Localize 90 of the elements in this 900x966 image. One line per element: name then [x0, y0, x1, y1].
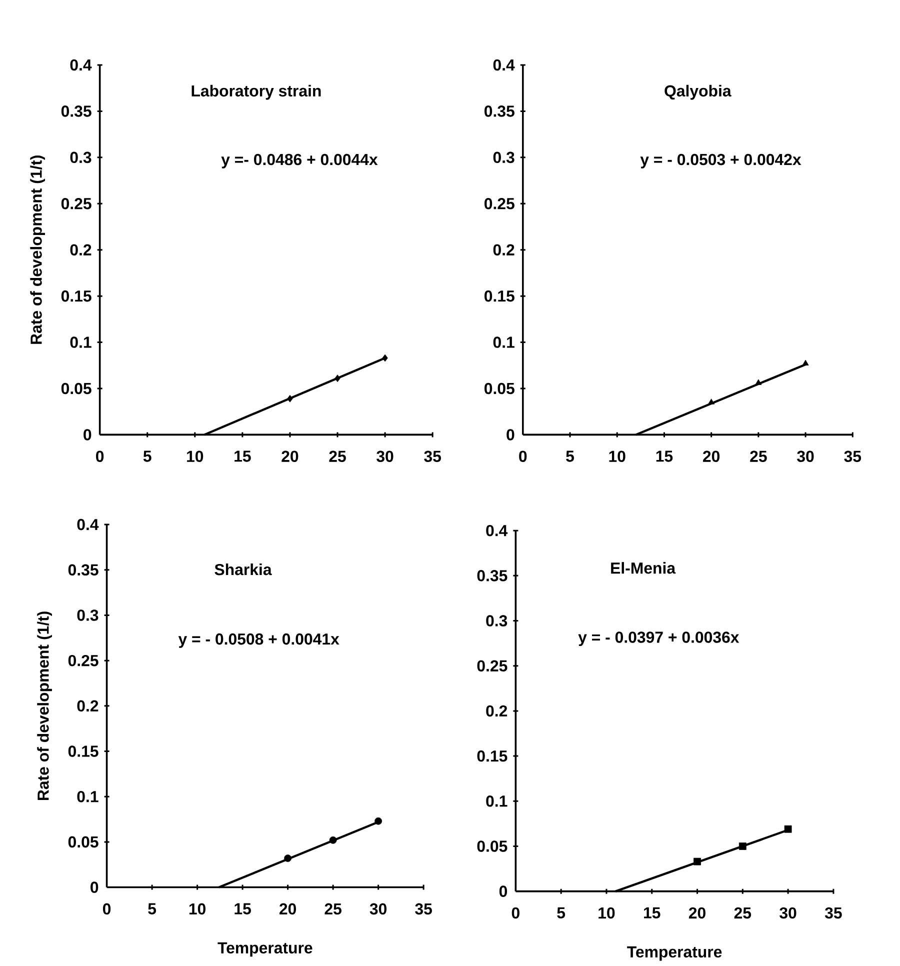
y-tick-label: 0.4	[77, 518, 99, 530]
x-tick-label: 35	[424, 450, 441, 462]
x-axis-title: Temperature	[218, 942, 312, 957]
x-tick-label: 15	[234, 903, 251, 914]
y-tick-label: 0.3	[77, 610, 98, 621]
y-tick-label: 0	[506, 429, 514, 440]
point	[802, 360, 809, 366]
x-tick-label: 25	[324, 903, 342, 915]
y-tick-label: 0.1	[486, 796, 508, 807]
y-tick-label: 0.15	[61, 290, 92, 302]
x-tick-label: 5	[148, 903, 156, 914]
x-tick-label: 15	[656, 450, 672, 462]
x-tick-label: 25	[750, 450, 767, 462]
point	[286, 394, 293, 402]
y-tick-label: 0	[83, 429, 91, 440]
y-tick-label: 0.4	[493, 59, 515, 71]
x-tick-label: 20	[702, 450, 720, 462]
x-tick-label: 25	[329, 450, 346, 462]
point	[738, 842, 746, 850]
point	[334, 374, 340, 382]
annotation: y = - 0.0508 + 0.0041x	[178, 633, 340, 648]
y-tick-label: 0.3	[493, 152, 514, 164]
y-tick-label: 0.1	[493, 336, 514, 348]
y-tick-label: 0.05	[61, 382, 92, 394]
annotation: y = - 0.0503 + 0.0042x	[640, 154, 802, 168]
y-tick-label: 0.2	[486, 705, 507, 717]
point	[784, 825, 792, 833]
y-tick-label: 0.2	[77, 700, 98, 712]
y-tick-label: 0.35	[68, 564, 98, 576]
y-tick-label: 0.2	[70, 244, 92, 256]
x-tick-label: 35	[844, 450, 861, 462]
x-tick-label: 5	[566, 450, 574, 462]
y-tick-label: 0.35	[484, 106, 514, 117]
y-tick-label: 0.15	[68, 746, 98, 757]
annotation: y = - 0.0397 + 0.0036x	[578, 632, 739, 646]
x-tick-label: 30	[370, 903, 386, 915]
y-tick-label: 0.1	[77, 790, 98, 802]
y-tick-label: 0.3	[486, 615, 507, 626]
x-tick-label: 20	[688, 907, 706, 919]
point	[708, 398, 714, 404]
y-tick-label: 0.35	[61, 106, 92, 117]
y-tick-label: 0.1	[70, 336, 92, 348]
y-tick-label: 0.05	[484, 382, 514, 394]
x-tick-label: 0	[518, 450, 527, 462]
point	[693, 858, 701, 866]
y-tick-label: 0.25	[477, 660, 508, 672]
y-tick-label: 0.4	[486, 524, 508, 536]
text: Laboratory strain	[192, 84, 321, 100]
y-tick-label: 0.35	[477, 570, 508, 582]
point	[374, 817, 382, 825]
x-tick-label: 10	[186, 450, 203, 462]
y-tick-label: 0.25	[61, 198, 92, 210]
point	[284, 854, 292, 862]
x-tick-label: 30	[779, 907, 796, 919]
y-tick-label: 0.4	[70, 59, 92, 71]
point	[755, 379, 762, 385]
text: El-Menia	[610, 562, 676, 574]
y-tick-label: 0.05	[477, 840, 508, 852]
annotation: y =- 0.0486 + 0.0044x	[221, 154, 378, 168]
x-tick-label: 20	[279, 903, 296, 915]
x-tick-label: 5	[143, 450, 152, 462]
y-tick-label: 0	[90, 882, 98, 893]
x-tick-label: 15	[234, 450, 251, 462]
y-tick-label: 0.3	[70, 152, 92, 164]
x-tick-label: 35	[414, 903, 432, 915]
y-tick-label: 0	[499, 886, 507, 897]
x-tick-label: 20	[282, 450, 298, 462]
x-tick-label: 15	[644, 907, 660, 918]
x-tick-label: 10	[609, 450, 626, 462]
x-axis-title: Temperature	[626, 946, 722, 961]
y-axis-title: Rate of development (1/t)	[30, 156, 45, 344]
text: Sharkia	[214, 564, 272, 576]
y-tick-label: 0.15	[484, 290, 514, 302]
x-tick-label: 30	[376, 450, 394, 462]
x-tick-label: 0	[102, 903, 110, 915]
x-tick-label: 10	[598, 907, 615, 919]
point	[329, 836, 337, 844]
x-tick-label: 35	[824, 907, 842, 919]
x-tick-label: 10	[189, 903, 206, 915]
y-tick-label: 0.25	[484, 198, 514, 210]
y-tick-label: 0.25	[68, 654, 98, 666]
x-tick-label: 25	[734, 907, 751, 919]
y-axis-title: Rate of development (1/t)	[36, 612, 52, 800]
x-tick-label: 5	[556, 907, 565, 918]
y-tick-label: 0.2	[493, 244, 514, 256]
x-tick-label: 30	[796, 450, 814, 462]
text: Qalyobia	[664, 84, 732, 100]
point	[382, 354, 388, 362]
y-tick-label: 0.05	[68, 836, 98, 848]
y-tick-label: 0.15	[477, 750, 508, 762]
